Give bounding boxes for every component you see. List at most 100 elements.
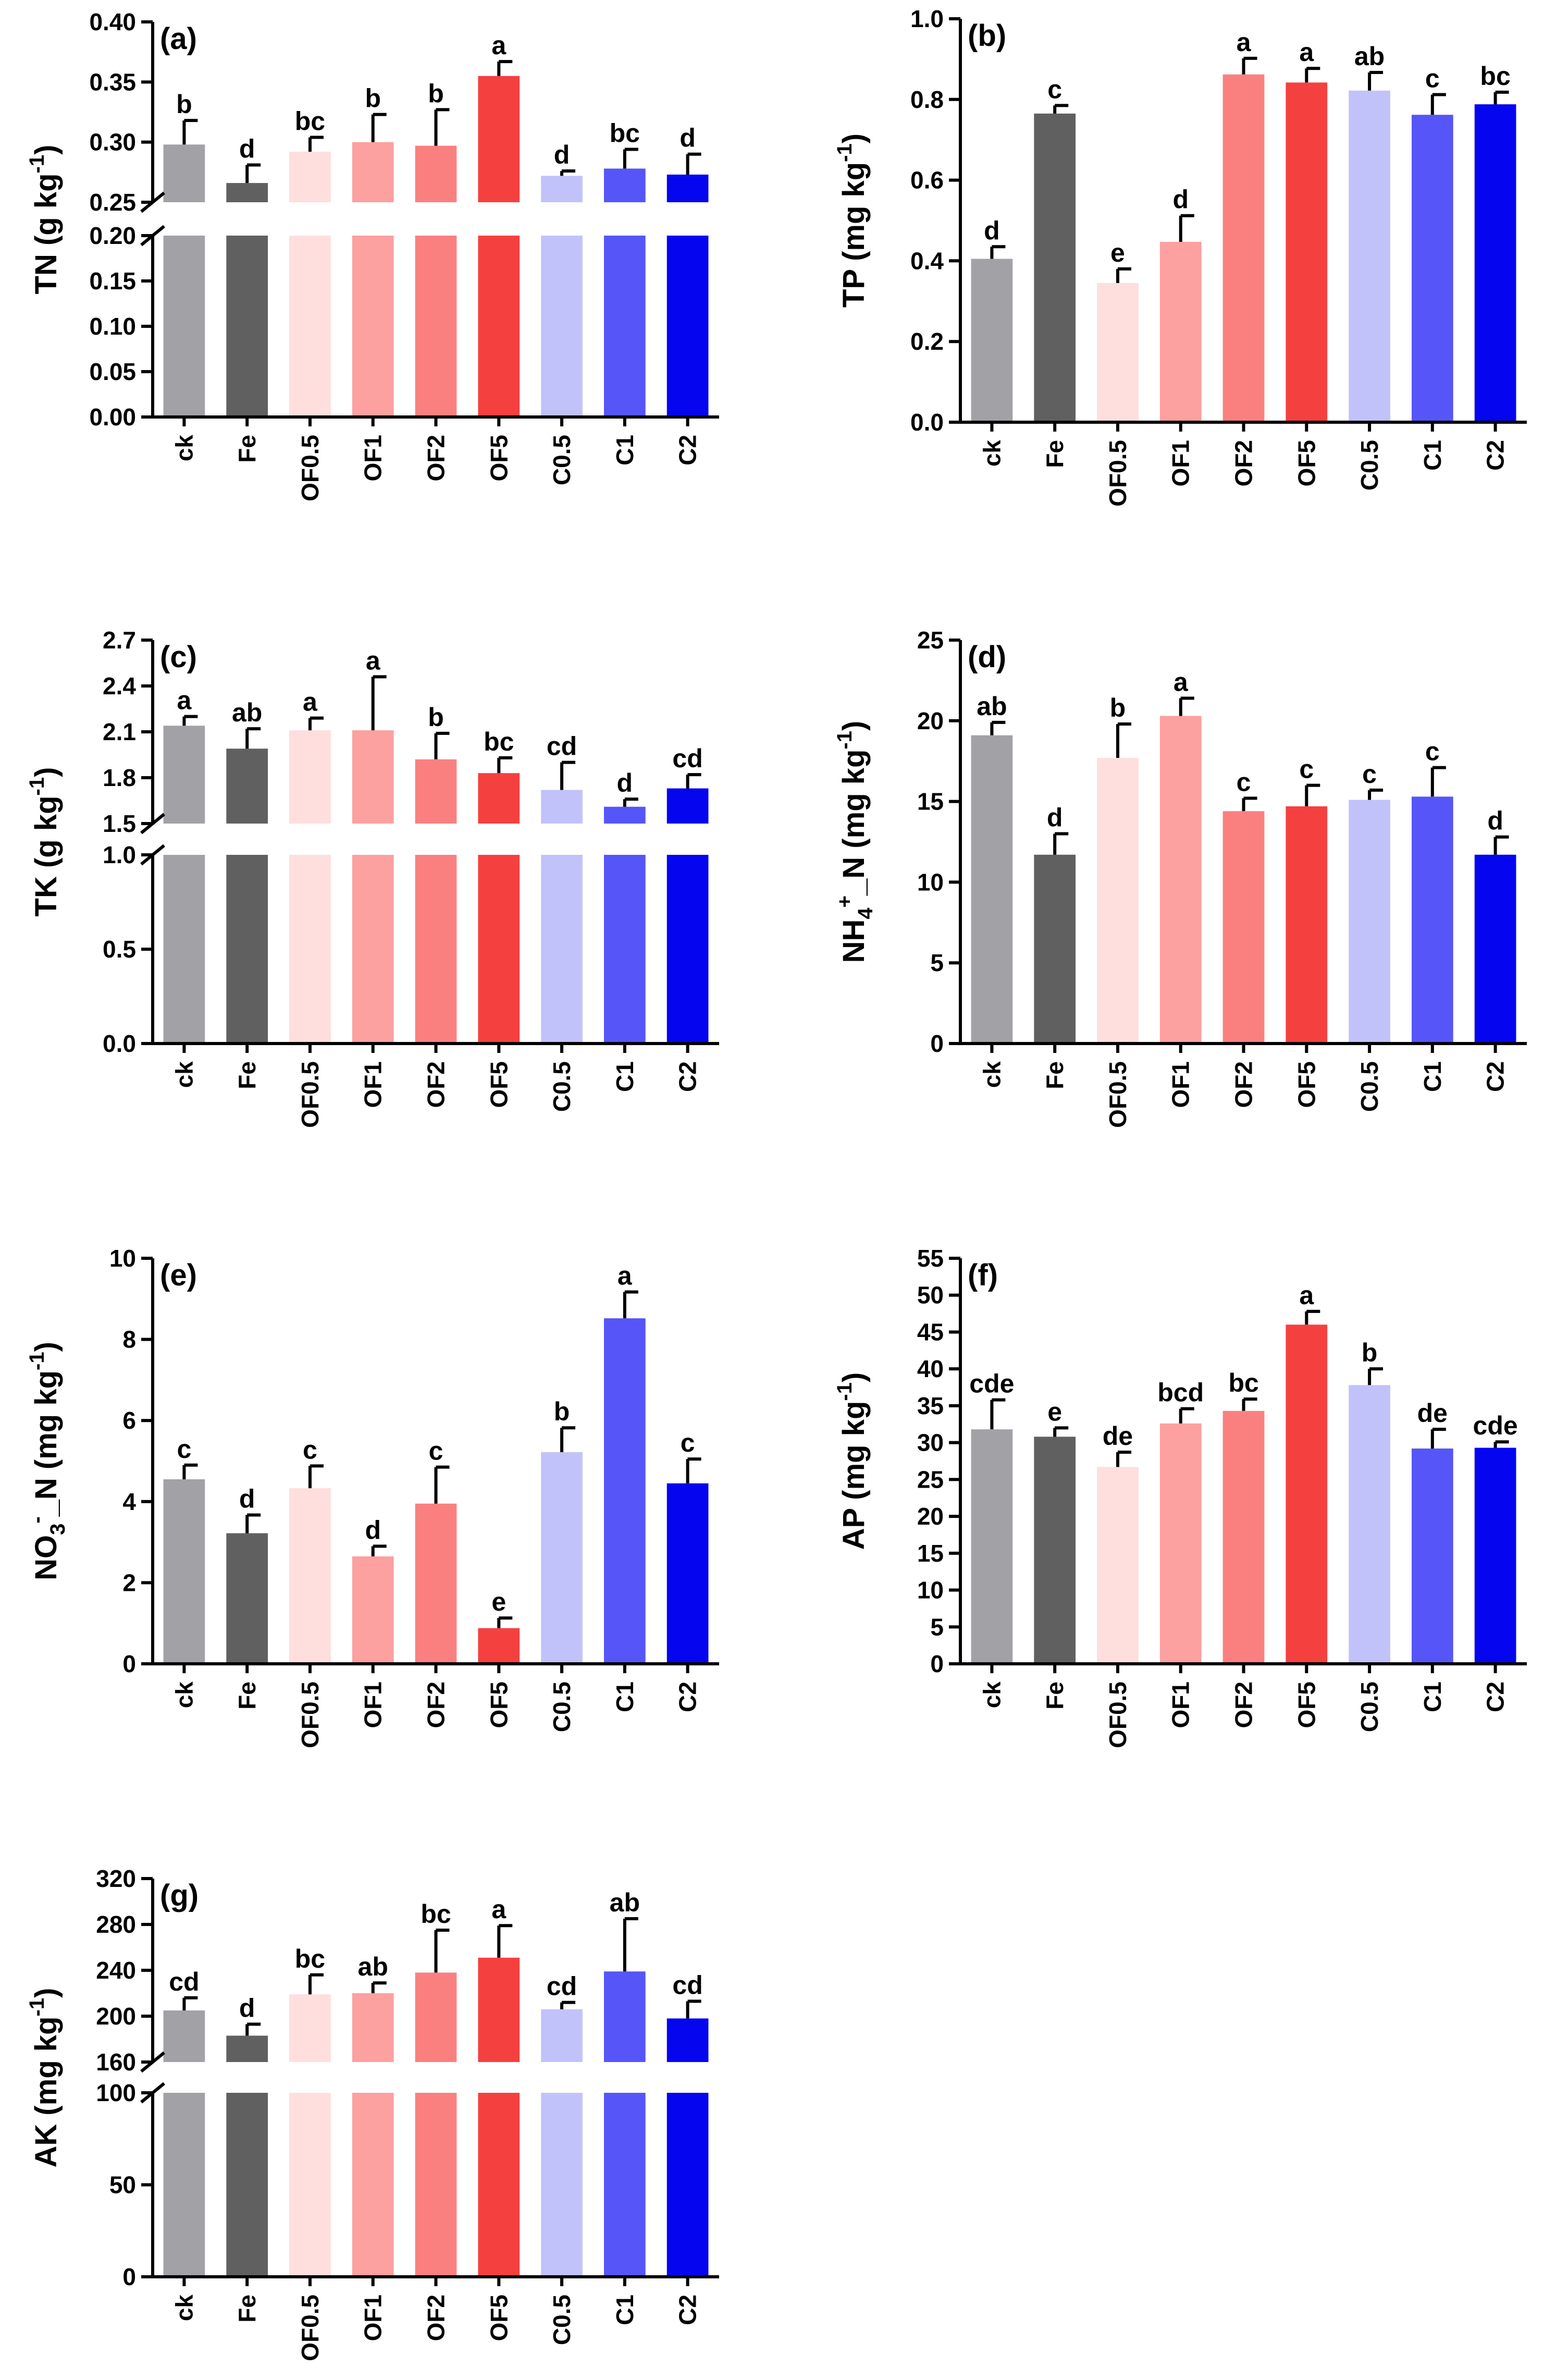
significance-letter-b-OF5: a [1299,38,1314,67]
error-bar-g-Fe [245,2022,261,2036]
x-tick-label-e-OF1: OF1 [360,1682,387,1728]
x-tick-label-f-C2: C2 [1482,1682,1509,1712]
y-tick-label-f-5: 5 [930,1613,944,1640]
bar-a-OF1 [352,142,394,202]
x-tick-label-c-ck: ck [170,1061,197,1088]
bar-g-OF5-lower [478,2093,520,2277]
x-tick-label-b-C1: C1 [1419,440,1446,471]
error-bar-b-OF0.5 [1116,267,1131,283]
significance-letter-d-OF1: a [1174,667,1189,696]
y-axis-label-d: NH4+_N (mg kg-1) [833,721,877,963]
bar-a-C2 [666,174,709,202]
error-bar-g-OF2 [434,1929,450,1973]
x-tick-label-g-OF5: OF5 [485,2295,512,2341]
significance-letter-g-OF2: bc [421,1899,451,1929]
y-tick-label-d-25: 25 [917,627,944,654]
bar-c-Fe-lower [226,855,268,1044]
error-bar-f-OF5 [1305,1309,1320,1325]
bar-a-Fe-lower [226,236,268,417]
y-tick-label-a-0.25: 0.25 [89,189,136,216]
x-tick-label-c-C0.5: C0.5 [548,1061,575,1112]
bar-g-ck-lower [163,2093,205,2277]
bar-d-OF1 [1159,716,1202,1044]
bar-g-OF0.5-lower [289,2093,331,2277]
y-tick-label-f-55: 55 [917,1245,944,1272]
y-tick-label-a-0.20: 0.20 [89,222,136,249]
x-tick-label-c-OF0.5: OF0.5 [297,1061,324,1128]
y-tick-label-e-2: 2 [122,1569,136,1596]
significance-letter-b-OF2: a [1237,28,1252,57]
x-tick-label-g-OF2: OF2 [423,2295,450,2341]
x-tick-label-a-OF0.5: OF0.5 [297,435,324,501]
significance-letter-c-OF2: b [428,703,444,732]
error-bar-f-C1 [1430,1428,1446,1449]
y-axis-label-text-b: TP (mg kg [837,162,871,308]
error-bar-a-ck [182,119,198,145]
y-axis-label-mid-e: _N (mg kg [29,1370,63,1517]
error-bar-f-OF0.5 [1116,1451,1131,1467]
bar-e-OF5 [478,1628,520,1664]
y-tick-label-a-0.30: 0.30 [89,129,136,156]
bar-g-C0.5 [541,2009,583,2062]
bar-g-ck [163,2010,205,2062]
error-bar-d-OF0.5 [1116,722,1131,758]
bar-b-C2 [1474,104,1516,422]
bar-c-C0.5 [541,790,583,824]
bar-a-OF5-lower [478,236,520,417]
bar-e-C0.5 [541,1452,583,1664]
significance-letter-e-C0.5: b [554,1397,570,1426]
bar-c-C0.5-lower [541,855,583,1044]
bar-e-OF1 [352,1556,394,1664]
error-bar-a-C2 [686,152,701,175]
y-tick-label-f-50: 50 [917,1282,944,1309]
x-tick-label-c-OF5: OF5 [485,1061,512,1108]
x-tick-label-g-ck: ck [170,2295,197,2322]
x-tick-label-f-OF5: OF5 [1293,1682,1320,1728]
bar-a-C0.5 [541,176,583,202]
bar-e-C2 [666,1483,709,1664]
y-tick-label-a-0.00: 0.00 [89,403,136,431]
significance-letter-e-C1: a [618,1261,633,1291]
y-tick-label-c-1.5: 1.5 [103,810,136,837]
significance-letter-a-C0.5: d [554,140,570,169]
error-bar-b-ck [990,245,1006,259]
bar-g-Fe [226,2035,268,2062]
bar-c-OF5-lower [478,855,520,1044]
significance-letter-b-OF0.5: e [1110,238,1125,267]
panel-d: ab ck d Fe b OF0.5 a OF1 c OF2 c OF5 c C0.5 c C1 d C2 0 5 10… [833,627,1527,1128]
significance-letter-c-Fe: ab [232,698,262,727]
x-tick-label-f-OF2: OF2 [1230,1682,1257,1728]
significance-letter-g-C0.5: cd [547,1972,577,2001]
error-bar-e-ck [182,1463,198,1480]
bar-c-C2-lower [666,855,709,1044]
significance-letter-d-OF0.5: b [1110,693,1126,722]
bar-a-OF0.5-lower [289,236,331,417]
error-bar-b-OF5 [1305,67,1320,83]
x-tick-label-e-ck: ck [170,1682,197,1709]
x-tick-label-a-OF5: OF5 [485,435,512,481]
x-tick-label-b-OF1: OF1 [1167,440,1194,486]
error-bar-b-C0.5 [1368,70,1384,91]
y-tick-label-f-30: 30 [917,1429,944,1456]
x-tick-label-f-OF0.5: OF0.5 [1104,1682,1131,1748]
error-bar-e-C1 [623,1290,638,1319]
x-tick-label-c-C1: C1 [611,1061,638,1092]
error-bar-b-C2 [1493,90,1509,105]
error-bar-c-C1 [623,798,638,807]
significance-letter-e-C2: c [681,1428,695,1457]
y-axis-label-c: TK (g kg-1) [26,767,63,917]
significance-letter-f-ck: cde [969,1369,1014,1398]
y-axis-label-sup-f: -1 [833,1382,856,1401]
significance-letter-e-OF0.5: c [303,1435,317,1464]
significance-letter-c-C0.5: cd [547,732,577,761]
bar-f-C2 [1474,1447,1516,1664]
significance-letter-e-Fe: d [239,1484,255,1513]
x-tick-label-c-Fe: Fe [233,1061,261,1089]
significance-letter-f-C0.5: b [1362,1338,1378,1367]
y-axis-label-end-e: ) [29,1342,63,1352]
error-bar-f-C0.5 [1368,1367,1384,1385]
x-tick-label-e-OF0.5: OF0.5 [297,1682,324,1748]
significance-letter-c-ck: a [177,686,192,715]
y-axis-label-sup-charge-e: - [26,1516,48,1523]
